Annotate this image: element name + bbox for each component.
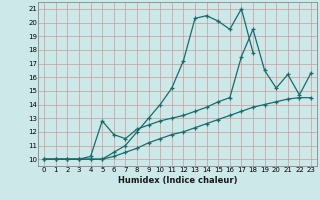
X-axis label: Humidex (Indice chaleur): Humidex (Indice chaleur)	[118, 176, 237, 185]
